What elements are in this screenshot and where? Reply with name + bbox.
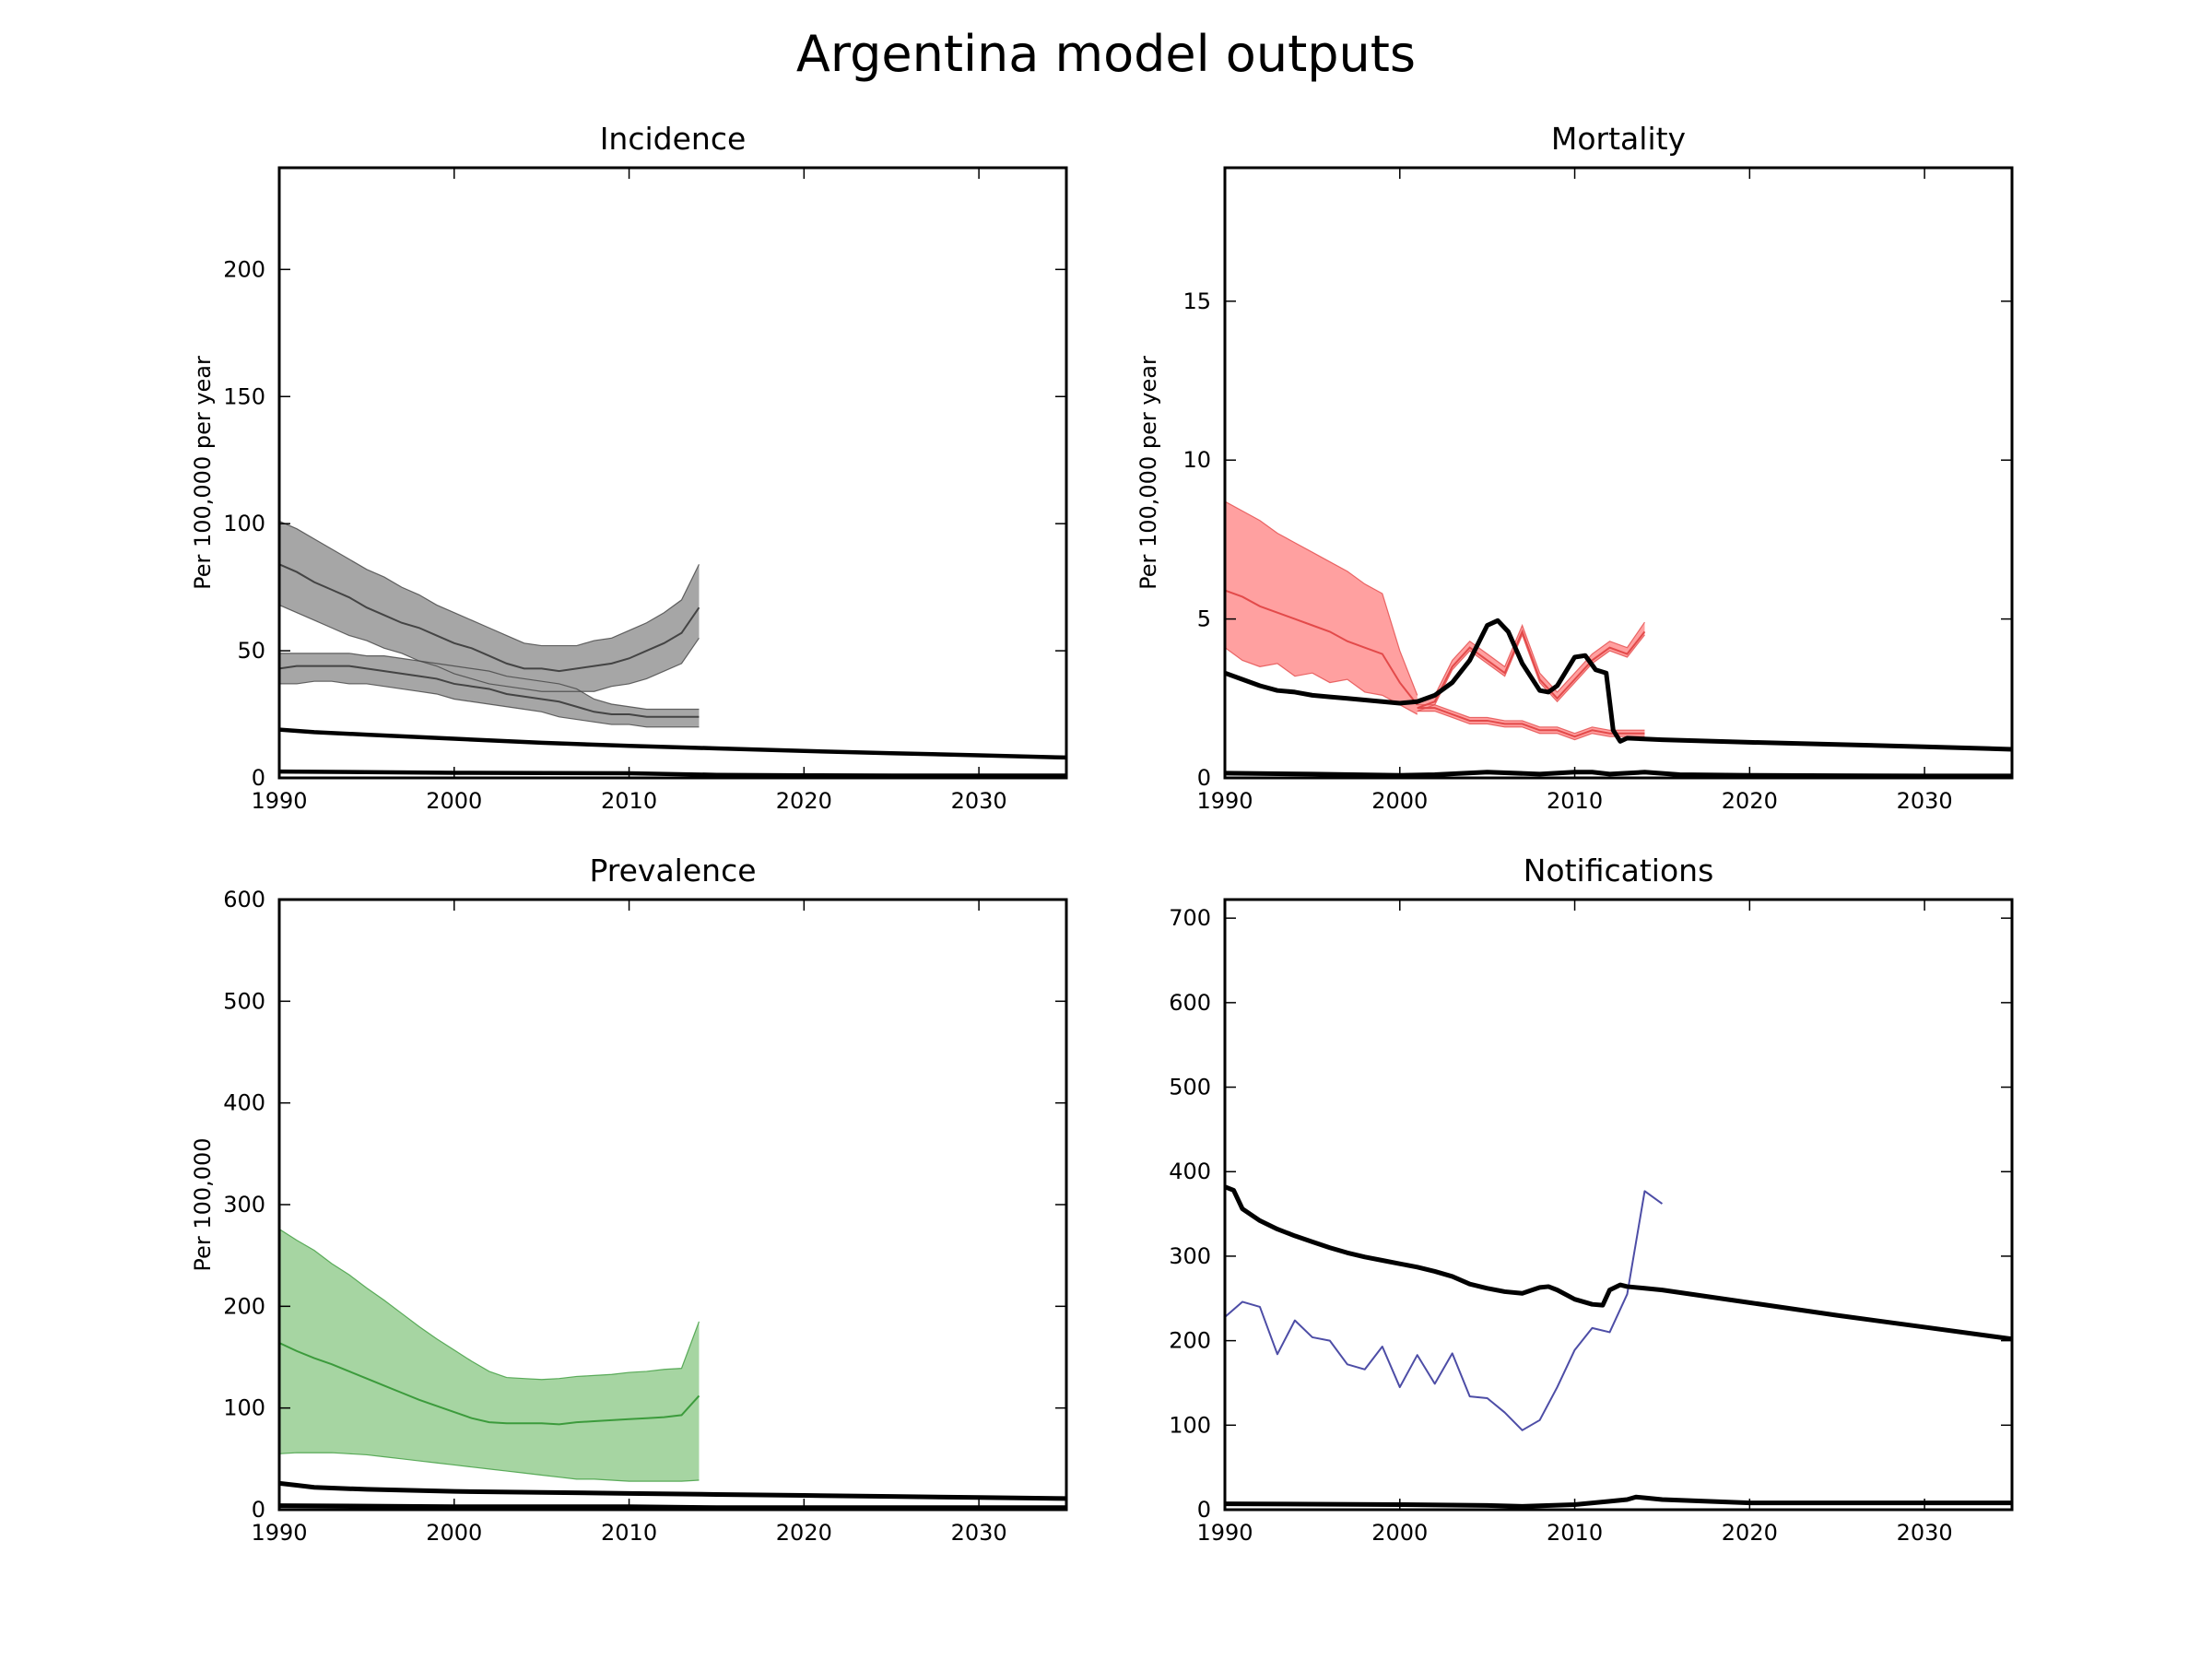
x-tick-label: 2020 — [776, 788, 832, 814]
y-tick-label: 500 — [1169, 1075, 1211, 1100]
y-tick-label: 0 — [252, 765, 265, 791]
x-tick-label: 2020 — [776, 1520, 832, 1546]
y-tick-label: 500 — [223, 988, 265, 1014]
axes-frame — [277, 166, 1068, 780]
y-tick-label: 100 — [223, 511, 265, 536]
band-edge-low — [279, 680, 700, 728]
panel-title: Prevalence — [589, 853, 756, 888]
y-tick-label: 300 — [1169, 1243, 1211, 1269]
y-tick-label: 100 — [1169, 1412, 1211, 1438]
band-median-line — [279, 563, 700, 673]
band-edge-high — [1417, 621, 1645, 702]
band-median-line — [1417, 707, 1645, 738]
x-tick-label: 2010 — [1547, 788, 1603, 814]
y-axis-label: Per 100,000 — [190, 1137, 216, 1271]
y-tick-label: 150 — [223, 383, 265, 409]
band-edge-low — [1417, 710, 1645, 741]
band-edge-low — [279, 1452, 700, 1482]
y-tick-label: 50 — [237, 638, 265, 664]
y-tick-label: 0 — [1197, 765, 1211, 791]
series-line — [1225, 1494, 2012, 1509]
plot-area — [1225, 500, 2012, 778]
band-edge-low — [1225, 647, 1418, 715]
y-tick-label: 0 — [1197, 1497, 1211, 1523]
series-line — [1225, 1190, 1664, 1431]
y-tick-label: 300 — [223, 1192, 265, 1218]
uncertainty-band — [1225, 501, 1418, 715]
y-tick-label: 200 — [223, 256, 265, 282]
band-edge-low — [279, 604, 700, 692]
x-tick-label: 1990 — [251, 1520, 307, 1546]
panel-title: Incidence — [600, 121, 747, 157]
x-tick-label: 2020 — [1722, 1520, 1778, 1546]
series-line — [1225, 618, 2012, 752]
y-tick-label: 100 — [223, 1395, 265, 1421]
x-tick-label: 1990 — [1196, 788, 1253, 814]
band-edge-high — [279, 520, 700, 647]
panel-notifications: Notifications 1990 2000 2010 2020 2030 0 100 200… — [1169, 853, 2014, 1546]
plot-area — [279, 1228, 1066, 1510]
x-tick-label: 2010 — [1547, 1520, 1603, 1546]
x-tick-label: 2000 — [1371, 1520, 1428, 1546]
x-tick-label: 2030 — [951, 1520, 1007, 1546]
y-tick-label: 400 — [223, 1090, 265, 1116]
x-tick-label: 1990 — [1196, 1520, 1253, 1546]
band-edge-high — [1417, 704, 1645, 735]
y-tick-label: 200 — [1169, 1328, 1211, 1354]
axes-frame — [1223, 898, 2014, 1512]
x-tick-label: 2010 — [601, 788, 657, 814]
band-edge-high — [279, 653, 700, 711]
y-tick-label: 10 — [1182, 447, 1211, 473]
y-axis-label: Per 100,000 per year — [190, 356, 216, 590]
panel-title: Mortality — [1551, 121, 1686, 157]
y-tick-label: 600 — [1169, 990, 1211, 1016]
uncertainty-band — [279, 1229, 700, 1482]
x-tick-label: 1990 — [251, 788, 307, 814]
band-edge-low — [1417, 633, 1645, 712]
figure-title: Argentina model outputs — [796, 25, 1416, 83]
y-tick-label: 700 — [1169, 905, 1211, 931]
x-tick-label: 2030 — [1897, 788, 1953, 814]
series-line — [279, 769, 1066, 778]
y-tick-label: 600 — [223, 887, 265, 912]
band-median-line — [1225, 589, 1418, 706]
x-tick-label: 2000 — [426, 1520, 482, 1546]
y-tick-label: 5 — [1197, 606, 1211, 632]
x-tick-label: 2030 — [1897, 1520, 1953, 1546]
y-tick-label: 15 — [1182, 288, 1211, 314]
band-median-line — [1417, 629, 1646, 710]
x-tick-label: 2010 — [601, 1520, 657, 1546]
plot-area — [1225, 1184, 2012, 1509]
band-edge-high — [1225, 500, 1418, 696]
panel-mortality: Mortality Per 100,000 per year 1990 2000 201… — [1135, 121, 2014, 814]
series-line — [1225, 1184, 2012, 1342]
x-tick-label: 2030 — [951, 788, 1007, 814]
plot-area — [279, 520, 1066, 778]
series-line — [279, 727, 1066, 760]
x-tick-label: 2000 — [1371, 788, 1428, 814]
y-tick-label: 200 — [223, 1293, 265, 1319]
series-line — [279, 1503, 1066, 1510]
y-axis-label: Per 100,000 per year — [1135, 356, 1161, 590]
band-median-line — [279, 665, 700, 718]
series-line — [1225, 770, 2012, 778]
series-line — [279, 1480, 1066, 1501]
y-tick-label: 400 — [1169, 1159, 1211, 1184]
x-tick-label: 2020 — [1722, 788, 1778, 814]
panel-title: Notifications — [1524, 853, 1714, 888]
uncertainty-band — [279, 521, 700, 692]
band-edge-high — [279, 1228, 700, 1381]
x-tick-label: 2000 — [426, 788, 482, 814]
band-median-line — [279, 1342, 700, 1426]
axes-frame — [1223, 166, 2014, 780]
y-tick-label: 0 — [252, 1497, 265, 1523]
